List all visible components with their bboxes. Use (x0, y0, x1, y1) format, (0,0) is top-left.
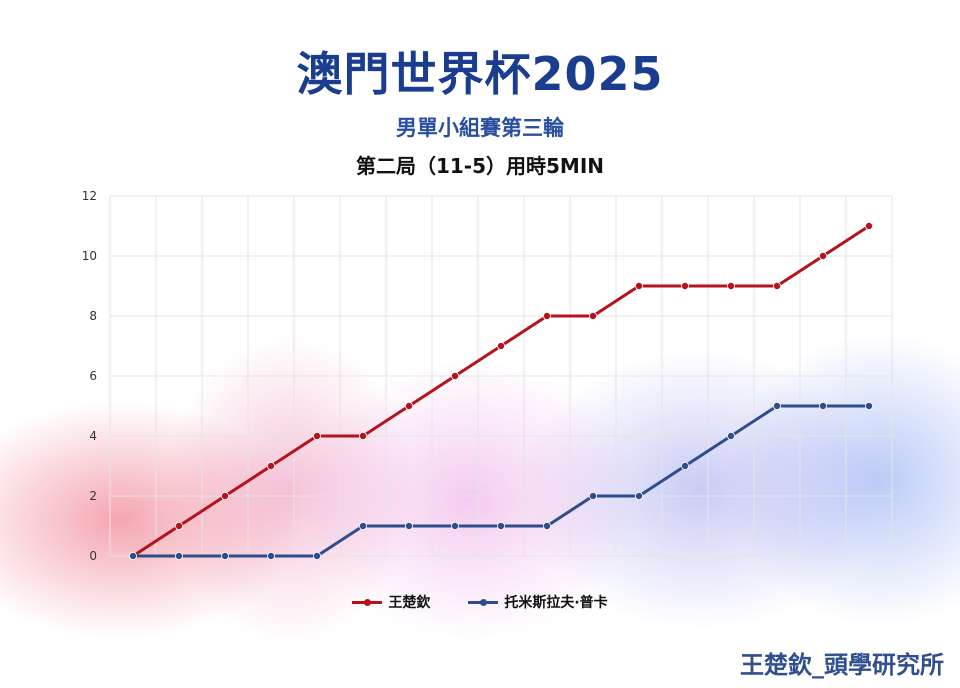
data-point-series-2 (266, 552, 275, 561)
data-point-series-1 (404, 401, 413, 410)
data-point-series-2 (543, 522, 552, 531)
y-tick-label: 8 (89, 309, 97, 323)
y-tick-label: 6 (89, 369, 97, 383)
y-tick-label: 10 (82, 249, 97, 263)
data-point-series-2 (589, 491, 598, 500)
y-tick-label: 2 (89, 489, 97, 503)
data-point-series-2 (681, 461, 690, 470)
data-point-series-2 (128, 552, 137, 561)
data-point-series-2 (773, 401, 782, 410)
legend-swatch-series-1 (352, 598, 383, 606)
data-point-series-1 (773, 281, 782, 290)
data-point-series-2 (404, 522, 413, 531)
data-point-series-2 (819, 401, 828, 410)
y-tick-label: 0 (89, 549, 97, 563)
page-title: 澳門世界杯2025 (296, 47, 664, 101)
data-point-series-2 (635, 491, 644, 500)
legend-swatch-series-2 (468, 598, 499, 606)
y-tick-label: 12 (82, 189, 97, 203)
watermark-credit: 王楚欽_頭學研究所 (740, 651, 944, 679)
series-line-2 (133, 404, 869, 558)
data-point-series-1 (589, 311, 598, 320)
data-point-series-2 (450, 522, 459, 531)
game-summary: 第二局（11-5）用時5MIN (355, 154, 605, 178)
data-point-series-1 (635, 281, 644, 290)
chart-legend: 王楚欽 托米斯拉夫·普卡 (0, 592, 960, 612)
data-point-series-1 (496, 341, 505, 350)
data-point-series-2 (312, 552, 321, 561)
data-point-series-2 (358, 522, 367, 531)
data-point-series-1 (543, 311, 552, 320)
y-tick-label: 4 (89, 429, 97, 443)
data-point-series-1 (819, 251, 828, 260)
legend-item-series-2: 托米斯拉夫·普卡 (468, 592, 608, 612)
data-point-series-1 (266, 461, 275, 470)
data-point-series-1 (174, 522, 183, 531)
data-point-series-1 (358, 431, 367, 440)
data-point-series-2 (220, 552, 229, 561)
data-point-series-1 (450, 371, 459, 380)
legend-label-series-2: 托米斯拉夫·普卡 (504, 595, 608, 611)
data-point-series-1 (681, 281, 690, 290)
data-point-series-1 (727, 281, 736, 290)
page-subtitle: 男單小組賽第三輪 (396, 116, 564, 140)
data-point-series-1 (865, 221, 874, 230)
data-point-series-2 (496, 522, 505, 531)
legend-item-series-1: 王楚欽 (352, 592, 430, 612)
series-line-1 (132, 224, 870, 558)
data-point-series-2 (727, 431, 736, 440)
data-point-series-2 (174, 552, 183, 561)
data-point-series-1 (220, 491, 229, 500)
data-point-series-1 (312, 431, 321, 440)
data-point-series-2 (865, 401, 874, 410)
legend-label-series-1: 王楚欽 (388, 595, 431, 611)
